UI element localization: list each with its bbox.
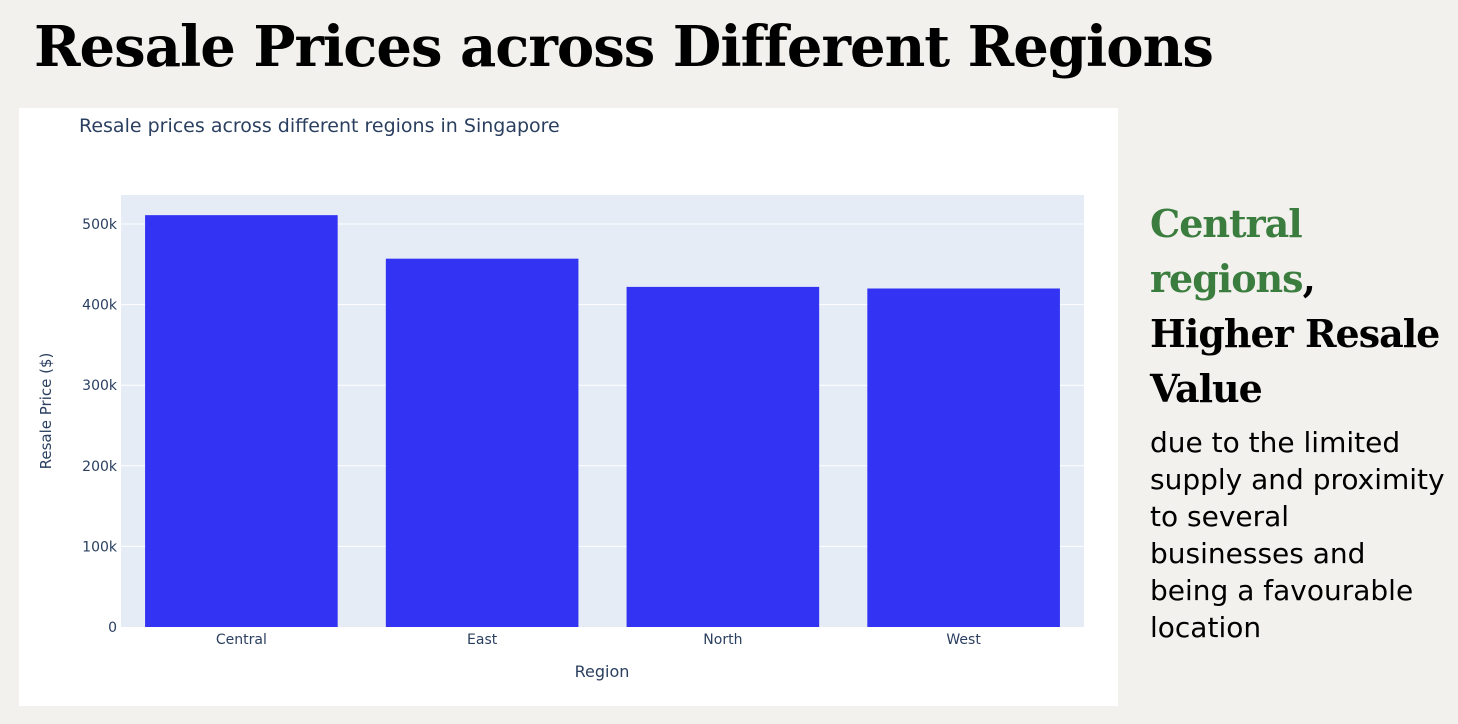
insight-headline: Central regions, Higher Resale Value — [1150, 196, 1450, 416]
bar-west — [867, 288, 1060, 627]
x-axis-label: Region — [575, 662, 630, 681]
insight-body: due to the limited supply and proximity … — [1150, 426, 1445, 644]
insight-panel: Central regions, Higher Resale Value due… — [1150, 196, 1450, 646]
chart-title: Resale prices across different regions i… — [79, 115, 560, 137]
y-tick-label: 500k — [82, 217, 118, 233]
y-axis-label: Resale Price ($) — [37, 353, 55, 470]
y-tick-label: 300k — [82, 378, 118, 394]
x-tick-label: West — [946, 632, 981, 648]
headline-comma: , — [1302, 256, 1316, 301]
bar-north — [626, 286, 820, 627]
slide-title: Resale Prices across Different Regions — [34, 14, 1214, 80]
x-axis-ticks: Central East North West — [216, 632, 981, 648]
y-tick-label: 400k — [82, 298, 118, 314]
y-axis-ticks: 0 100k 200k 300k 400k 500k — [82, 217, 118, 636]
y-tick-label: 0 — [108, 620, 117, 636]
bar-east — [385, 258, 579, 627]
y-tick-label: 100k — [82, 539, 118, 555]
bars — [145, 215, 1060, 627]
headline-rest: Higher Resale Value — [1150, 311, 1440, 411]
highlight-text: Central regions — [1150, 201, 1304, 301]
bar-chart: Resale prices across different regions i… — [19, 108, 1118, 706]
x-tick-label: Central — [216, 632, 267, 648]
chart-svg: Resale prices across different regions i… — [37, 115, 1084, 681]
bar-central — [145, 215, 338, 627]
y-tick-label: 200k — [82, 459, 118, 475]
x-tick-label: North — [703, 632, 742, 648]
x-tick-label: East — [467, 632, 498, 648]
